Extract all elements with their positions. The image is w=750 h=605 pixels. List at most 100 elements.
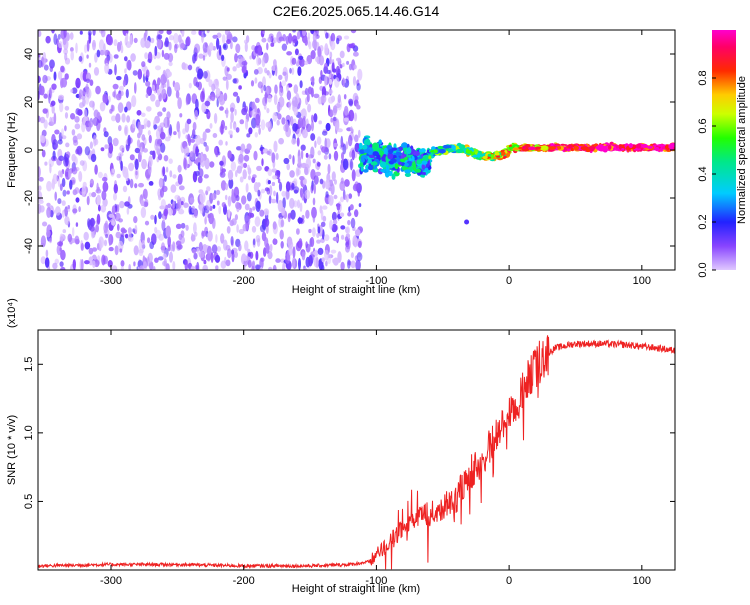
spectrogram-cell xyxy=(317,150,322,156)
spectrogram-cell xyxy=(108,213,115,218)
spectrogram-cell xyxy=(332,68,337,73)
spectrogram-cell xyxy=(156,38,162,49)
spectrogram-cell xyxy=(54,258,59,264)
spectrogram-cell xyxy=(90,153,97,163)
spectrogram-cell xyxy=(127,227,132,235)
spectrogram-cell xyxy=(281,43,288,51)
spectrogram-cell xyxy=(296,137,300,147)
spectrogram-cell xyxy=(168,61,173,67)
spectrogram-cell xyxy=(146,88,150,95)
spectrogram-cell xyxy=(161,219,166,231)
spectrogram-cell xyxy=(295,61,300,67)
spectrogram-cell xyxy=(348,193,353,199)
colorbar-tick-label: 0.6 xyxy=(697,118,709,133)
spectrogram-cell xyxy=(173,131,177,136)
spectrogram-cell xyxy=(246,133,251,138)
spectrogram-cell xyxy=(202,71,208,79)
spectrogram-cell xyxy=(332,257,339,266)
spectrogram-cell xyxy=(143,261,148,270)
spectrogram-cell xyxy=(192,121,197,131)
spectrogram-cell xyxy=(168,35,175,41)
spectrogram-cell xyxy=(289,197,295,209)
spectrogram-cell xyxy=(203,259,207,265)
spectrogram-cell xyxy=(255,250,259,261)
spectrogram-cell xyxy=(288,33,293,44)
spectrogram-cell xyxy=(508,146,514,150)
spectrogram-cell xyxy=(38,185,42,191)
spectrogram-cell xyxy=(252,238,256,246)
spectrogram-cell xyxy=(163,116,170,129)
spectrogram-cell xyxy=(451,144,456,150)
spectrogram-cell xyxy=(343,94,347,100)
spectrogram-cell xyxy=(111,220,115,226)
spectrogram-cell xyxy=(93,67,100,76)
spectrogram-cell xyxy=(59,183,63,191)
spectrogram-cell xyxy=(290,115,294,126)
spectrogram-cell xyxy=(132,70,138,76)
spectrogram-cell xyxy=(472,154,478,158)
spectrogram-cell xyxy=(80,242,84,251)
spectrogram-cell xyxy=(379,150,384,156)
spectrogram-cell xyxy=(84,260,90,265)
spectrogram-cell xyxy=(195,170,200,177)
spectrogram-cell xyxy=(654,146,660,152)
spectrogram-cell xyxy=(113,89,117,99)
spectrogram-cell xyxy=(352,45,359,52)
spectrogram-cell xyxy=(186,118,192,125)
spectrogram-cell xyxy=(234,251,238,258)
spectrogram-cell xyxy=(307,103,312,113)
spectrogram-cell xyxy=(168,208,173,216)
spectrogram-cell xyxy=(124,106,128,113)
spectrogram-cell xyxy=(157,34,163,40)
spectrogram-cell xyxy=(112,137,119,147)
spectrogram-cell xyxy=(96,243,100,251)
spectrogram-cell xyxy=(43,64,49,71)
spectrogram-cell xyxy=(312,31,317,44)
spectrogram-cell xyxy=(120,266,124,270)
spectrogram-cell xyxy=(218,139,223,146)
spectrogram-cell xyxy=(61,200,66,206)
spectrogram-cell xyxy=(172,261,176,270)
spectrogram-cell xyxy=(303,267,308,270)
spectrogram-cells xyxy=(38,30,675,270)
spectrogram-cell xyxy=(142,188,148,200)
spectrogram-cell xyxy=(44,161,48,166)
spectrogram-cell xyxy=(302,30,307,37)
spectrogram-cell xyxy=(144,123,147,129)
spectrogram-cell xyxy=(156,89,161,96)
spectrogram-cell xyxy=(190,234,196,242)
spectrogram-cell xyxy=(137,68,143,80)
spectrogram-cell xyxy=(465,150,473,154)
spectrogram-cell xyxy=(421,160,428,165)
spectrogram-cell xyxy=(328,78,333,85)
spectrogram-cell xyxy=(329,51,333,59)
spectrogram-cell xyxy=(49,237,52,244)
spectrogram-cell xyxy=(320,221,326,227)
spectrogram-cell xyxy=(447,148,454,152)
spectrogram-cell xyxy=(63,48,68,55)
spectrogram-cell xyxy=(69,32,74,40)
spectrogram-cell xyxy=(330,249,337,254)
spectrogram-cell xyxy=(116,76,122,81)
spectrogram-cell xyxy=(220,123,224,135)
spectrogram-cell xyxy=(278,137,284,145)
spectrogram-cell xyxy=(219,93,225,106)
spectrogram-cell xyxy=(122,185,128,193)
spectrogram-cell xyxy=(206,30,210,34)
spectrogram-cell xyxy=(38,75,41,84)
spectrogram-cell xyxy=(185,36,191,47)
spectrogram-cell xyxy=(228,178,234,189)
spectrogram-cell xyxy=(236,146,242,151)
spectrogram-cell xyxy=(211,83,216,92)
spectrogram-cell xyxy=(195,134,202,146)
spectrogram-cell xyxy=(49,163,52,174)
spectrogram-cell xyxy=(339,50,345,59)
spectrogram-cell xyxy=(120,260,125,267)
spectrogram-cell xyxy=(307,154,314,159)
spectrogram-cell xyxy=(167,203,172,209)
spectrogram-cell xyxy=(260,188,266,194)
spectrogram-cell xyxy=(361,158,365,163)
spectrogram-cell xyxy=(158,233,164,241)
spectrogram-cell xyxy=(169,251,173,263)
spectrogram-cell xyxy=(183,202,189,209)
